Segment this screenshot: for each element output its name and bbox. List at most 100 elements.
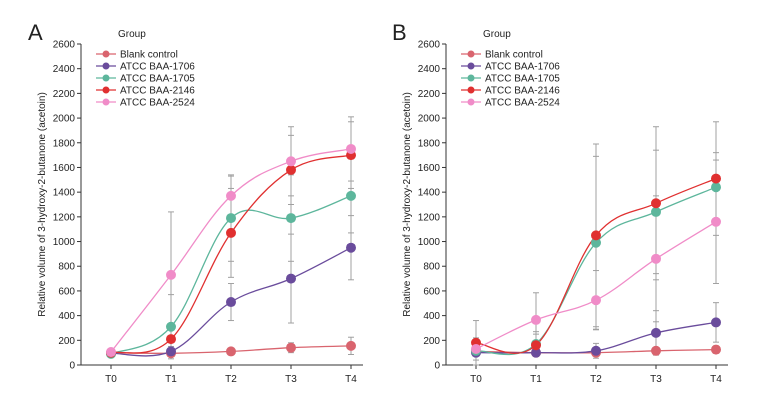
x-tick-label: T0 <box>105 374 117 385</box>
y-tick-label: 1200 <box>53 212 76 223</box>
y-tick-label: 1200 <box>418 212 441 223</box>
y-tick-label: 2200 <box>53 89 76 100</box>
data-point-series-4 <box>226 190 236 201</box>
data-point-series-4 <box>531 314 541 325</box>
legend-item: ATCC BAA-1705 <box>96 74 195 85</box>
data-point-series-1 <box>591 345 601 356</box>
legend-swatch-marker <box>102 62 110 70</box>
legend-item: ATCC BAA-2146 <box>96 86 195 97</box>
data-point-series-2 <box>286 213 296 224</box>
y-tick-label: 600 <box>58 286 75 297</box>
data-point-series-3 <box>711 173 721 184</box>
legend-swatch-marker <box>467 86 475 94</box>
y-tick-label: 800 <box>58 262 75 273</box>
data-point-series-2 <box>591 237 601 248</box>
data-point-series-4 <box>286 156 296 167</box>
legend-label: ATCC BAA-2146 <box>120 86 195 97</box>
data-point-series-1 <box>651 327 661 338</box>
legend-item: ATCC BAA-1706 <box>461 62 560 73</box>
data-point-series-0 <box>651 345 661 356</box>
x-tick-label: T3 <box>650 374 662 385</box>
y-tick-label: 2600 <box>418 40 441 51</box>
legend-swatch-marker <box>102 50 110 58</box>
panel-label: B <box>392 20 407 45</box>
y-tick-label: 2600 <box>53 40 76 51</box>
data-point-series-2 <box>346 190 356 201</box>
data-point-series-0 <box>286 342 296 353</box>
legend-item: ATCC BAA-1705 <box>461 74 560 85</box>
y-tick-label: 1400 <box>53 188 76 199</box>
data-point-series-0 <box>346 340 356 351</box>
data-point-series-2 <box>711 182 721 193</box>
panel-label: A <box>28 20 43 45</box>
legend-swatch-marker <box>102 74 110 82</box>
chart-panel-a: A 0 200 400 600 800 1000 1200 1400 1600 1800 2000 22… <box>28 20 363 385</box>
legend-label: ATCC BAA-1706 <box>485 62 560 73</box>
data-point-series-4 <box>651 253 661 264</box>
data-point-series-1 <box>711 317 721 328</box>
data-point-series-1 <box>226 297 236 308</box>
x-tick-label: T2 <box>225 374 237 385</box>
data-point-series-4 <box>346 143 356 154</box>
legend-item: Blank control <box>96 50 178 61</box>
legend-item: ATCC BAA-2146 <box>461 86 560 97</box>
y-tick-label: 0 <box>434 361 440 372</box>
legend-label: ATCC BAA-1705 <box>120 74 195 85</box>
y-tick-label: 2400 <box>53 64 76 75</box>
y-tick-label: 1400 <box>418 188 441 199</box>
x-tick-label: T4 <box>710 374 722 385</box>
y-tick-label: 1800 <box>418 138 441 149</box>
x-tick-label: T0 <box>470 374 482 385</box>
legend-title: Group <box>483 29 511 40</box>
y-tick-label: 200 <box>58 336 75 347</box>
data-point-series-1 <box>531 347 541 358</box>
y-tick-label: 1600 <box>418 163 441 174</box>
y-tick-label: 2400 <box>418 64 441 75</box>
data-point-series-4 <box>711 216 721 227</box>
legend-item: ATCC BAA-2524 <box>461 98 560 109</box>
x-tick-label: T1 <box>165 374 177 385</box>
legend-swatch-marker <box>467 74 475 82</box>
legend-swatch-marker <box>467 62 475 70</box>
data-point-series-2 <box>226 213 236 224</box>
y-tick-label: 600 <box>423 286 440 297</box>
legend-item: ATCC BAA-1706 <box>96 62 195 73</box>
data-point-series-1 <box>286 273 296 284</box>
data-point-series-4 <box>471 343 481 354</box>
legend-title: Group <box>118 29 146 40</box>
y-tick-label: 1000 <box>53 237 76 248</box>
y-tick-label: 2000 <box>418 114 441 125</box>
x-tick-label: T3 <box>285 374 297 385</box>
data-point-series-0 <box>711 344 721 355</box>
y-tick-label: 400 <box>58 311 75 322</box>
y-tick-label: 2200 <box>418 89 441 100</box>
data-point-series-4 <box>591 295 601 306</box>
legend-label: Blank control <box>485 50 543 61</box>
y-tick-label: 1600 <box>53 163 76 174</box>
y-tick-label: 800 <box>423 262 440 273</box>
legend-item: Blank control <box>461 50 543 61</box>
data-point-series-3 <box>166 334 176 345</box>
y-tick-label: 1000 <box>418 237 441 248</box>
legend-label: ATCC BAA-1705 <box>485 74 560 85</box>
legend-label: ATCC BAA-2524 <box>485 98 560 109</box>
x-tick-label: T4 <box>345 374 357 385</box>
legend-label: ATCC BAA-1706 <box>120 62 195 73</box>
data-point-series-1 <box>346 242 356 253</box>
data-point-series-2 <box>651 206 661 217</box>
data-point-series-2 <box>166 321 176 332</box>
y-tick-label: 2000 <box>53 114 76 125</box>
legend-item: ATCC BAA-2524 <box>96 98 195 109</box>
data-point-series-4 <box>106 347 116 358</box>
data-point-series-4 <box>166 269 176 280</box>
legend-swatch-marker <box>467 50 475 58</box>
x-tick-label: T1 <box>530 374 542 385</box>
legend-swatch-marker <box>467 98 475 106</box>
data-point-series-1 <box>166 346 176 357</box>
legend-label: Blank control <box>120 50 178 61</box>
data-point-series-3 <box>591 230 601 241</box>
y-tick-label: 1800 <box>53 138 76 149</box>
legend-label: ATCC BAA-2146 <box>485 86 560 97</box>
data-point-series-3 <box>226 227 236 238</box>
